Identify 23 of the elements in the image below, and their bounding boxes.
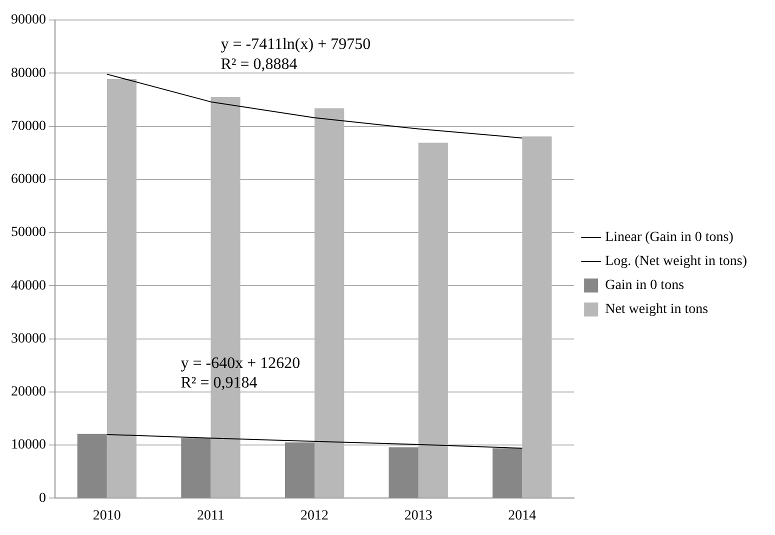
x-tick-label: 2013 [404,508,432,524]
x-tick-label: 2010 [92,508,121,524]
x-tick-label: 2014 [508,508,536,524]
y-tick-label: 90000 [11,12,46,28]
annotation: R² = 0,9184 [180,374,258,392]
y-tick-label: 10000 [11,438,46,453]
legend-label: Linear (Gain in 0 tons) [605,230,734,246]
annotation: y = -640x + 12620 [180,355,300,372]
y-tick-label: 80000 [11,66,46,81]
y-tick-label: 50000 [11,225,46,240]
legend-label: Net weight in tons [605,302,708,318]
annotation: y = -7411ln(x) + 79750 [220,36,371,54]
annotation: R² = 0,8884 [220,56,298,73]
y-tick-label: 60000 [11,172,46,188]
y-tick-label: 40000 [11,278,46,294]
x-tick-label: 2012 [300,508,329,524]
y-tick-label: 70000 [11,118,46,134]
y-tick-label: 30000 [11,331,46,346]
y-tick-label: 20000 [11,384,46,400]
x-tick-label: 2011 [196,508,224,524]
y-tick-label: 0 [39,490,46,506]
legend-label: Gain in 0 tons [605,278,684,294]
legend-label: Log. (Net weight in tons) [605,254,748,270]
